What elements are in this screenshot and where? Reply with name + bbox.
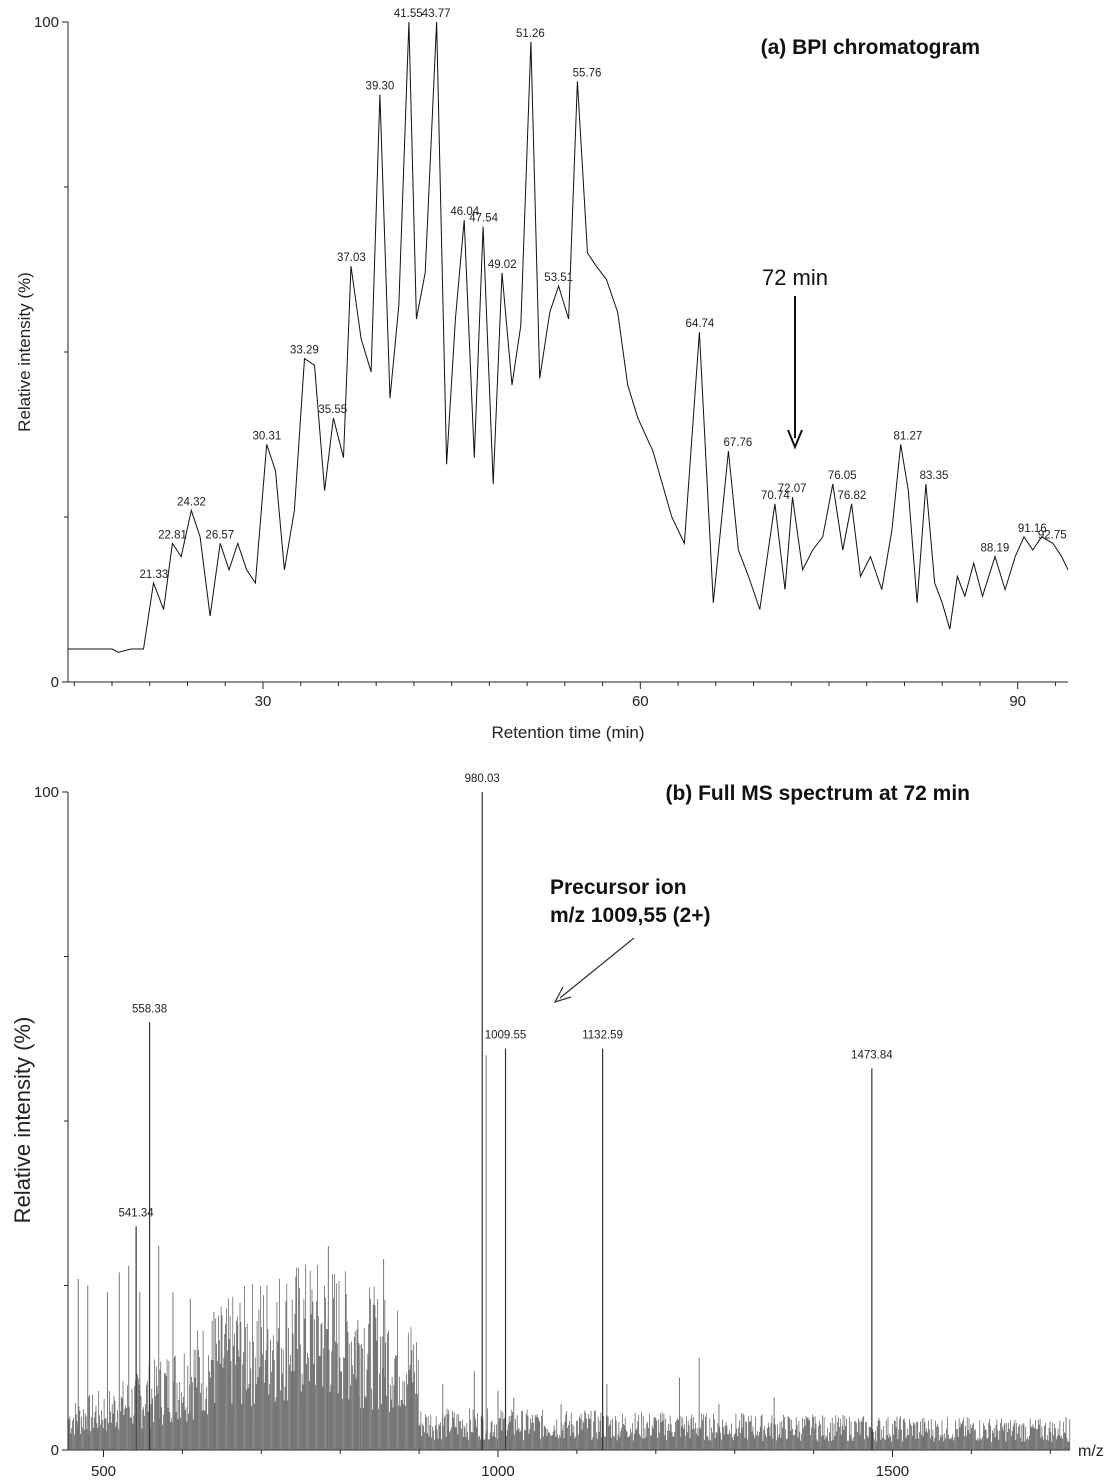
a-annotation-arrowhead bbox=[787, 429, 803, 450]
b-title: (b) Full MS spectrum at 72 min bbox=[665, 782, 970, 805]
a-peak-label: 43.77 bbox=[422, 8, 451, 20]
a-peak-label: 81.27 bbox=[893, 430, 922, 442]
b-noise-baseline bbox=[68, 1264, 1071, 1450]
a-y-tick-label: 0 bbox=[51, 674, 59, 691]
bpi-chromatogram-panel: 0 100 30 60 90 21.33 22.81 24.32 26.57 30.31 33.… bbox=[15, 8, 1069, 742]
b-peak-label: 980.03 bbox=[465, 773, 500, 785]
b-x-axis-label: m/z bbox=[1078, 1443, 1104, 1460]
a-x-tick-label: 90 bbox=[1009, 693, 1026, 710]
a-x-axis-label: Retention time (min) bbox=[491, 723, 644, 742]
a-peak-label: 37.03 bbox=[337, 252, 366, 264]
b-y-tick-label: 0 bbox=[51, 1442, 59, 1459]
a-peak-label: 46.04 bbox=[450, 206, 479, 218]
a-peak-label: 35.55 bbox=[318, 404, 347, 416]
a-peak-label: 21.33 bbox=[140, 569, 169, 581]
a-peak-label: 53.51 bbox=[544, 272, 573, 284]
b-annotation-line1: Precursor ion bbox=[550, 876, 687, 899]
b-peak-label: 558.38 bbox=[132, 1003, 167, 1015]
b-x-tick-label: 1000 bbox=[481, 1463, 514, 1480]
b-x-tick-label: 500 bbox=[91, 1463, 116, 1480]
a-title: (a) BPI chromatogram bbox=[761, 36, 980, 59]
a-peak-label: 67.76 bbox=[724, 437, 753, 449]
a-peak-label: 64.74 bbox=[686, 318, 715, 330]
a-peak-label: 88.19 bbox=[981, 543, 1010, 555]
a-peak-label: 22.81 bbox=[158, 529, 187, 541]
bpi-trace bbox=[68, 21, 1069, 653]
a-peak-label: 76.82 bbox=[838, 490, 867, 502]
a-peak-label: 76.05 bbox=[828, 470, 857, 482]
a-peak-label: 26.57 bbox=[205, 529, 234, 541]
a-peak-label: 39.30 bbox=[366, 81, 395, 93]
b-peak-label: 1132.59 bbox=[582, 1030, 623, 1042]
a-peak-label: 41.55 bbox=[394, 8, 423, 20]
b-annotation-arrow bbox=[559, 937, 635, 999]
a-peak-label: 92.75 bbox=[1038, 529, 1067, 541]
a-x-tick-label: 30 bbox=[255, 693, 272, 710]
a-peak-label: 91.16 bbox=[1018, 523, 1047, 535]
ms-spectrum-panel: 0 100 500 1000 1500 541.34 558.38 980.03 1009.… bbox=[10, 773, 1104, 1480]
b-y-axis-label: Relative intensity (%) bbox=[10, 1017, 35, 1224]
b-annotation-arrowhead bbox=[553, 986, 572, 1004]
a-peak-label: 83.35 bbox=[920, 470, 949, 482]
a-annotation-72min: 72 min bbox=[762, 265, 828, 290]
a-peak-label: 24.32 bbox=[177, 496, 206, 508]
a-peak-label: 72.07 bbox=[778, 483, 807, 495]
b-x-tick-label: 1500 bbox=[876, 1463, 909, 1480]
a-x-tick-label: 60 bbox=[632, 693, 649, 710]
b-peak-label: 1009.55 bbox=[485, 1030, 527, 1042]
a-peak-label: 51.26 bbox=[516, 28, 545, 40]
a-peak-label: 47.54 bbox=[469, 213, 498, 225]
a-peak-label: 49.02 bbox=[488, 259, 517, 271]
a-peak-label: 30.31 bbox=[252, 430, 281, 442]
a-y-tick-label: 100 bbox=[34, 14, 59, 31]
b-annotation-line2: m/z 1009,55 (2+) bbox=[550, 904, 711, 927]
a-peak-label: 33.29 bbox=[290, 345, 319, 357]
b-peak-label: 541.34 bbox=[119, 1207, 155, 1219]
a-peak-label: 55.76 bbox=[573, 67, 602, 79]
b-y-tick-label: 100 bbox=[34, 784, 59, 801]
b-peak-label: 1473.84 bbox=[851, 1049, 893, 1061]
a-peak-label: 70.74 bbox=[761, 490, 790, 502]
a-y-axis-label: Relative intensity (%) bbox=[15, 272, 34, 432]
